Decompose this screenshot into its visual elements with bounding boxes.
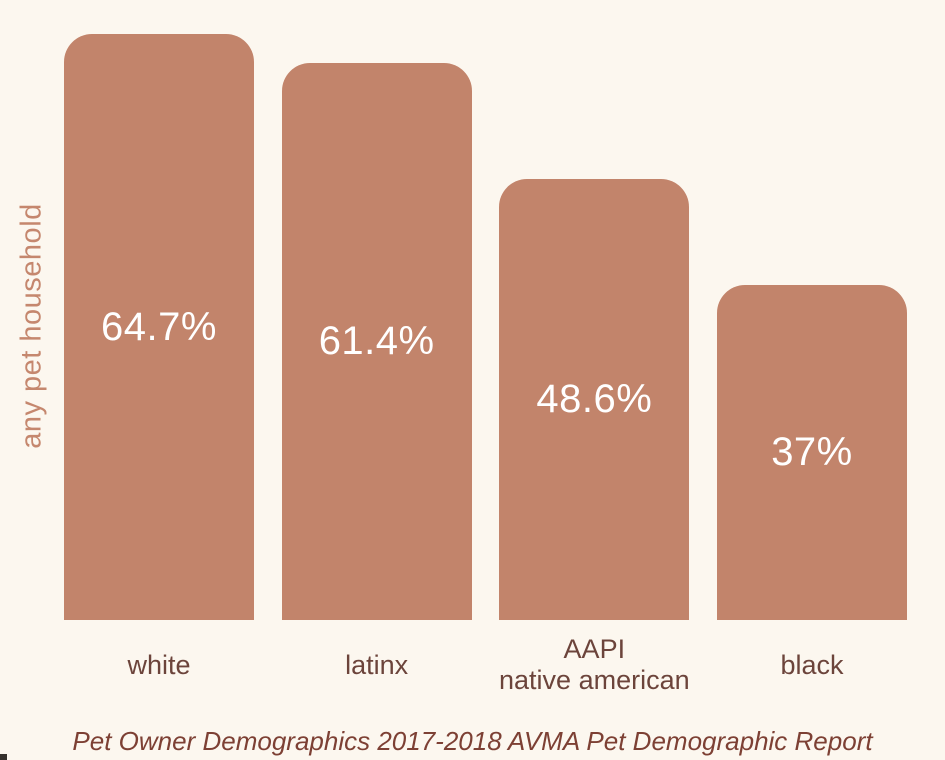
category-label-aapi-native-american: AAPI native american: [499, 633, 690, 697]
value-label-latinx: 61.4%: [318, 319, 435, 363]
category-label-line: black: [780, 649, 844, 680]
category-label-line: latinx: [345, 649, 409, 680]
y-axis-label: any pet household: [15, 203, 48, 449]
category-label-white: white: [64, 633, 254, 697]
category-label-black: black: [717, 633, 907, 697]
category-label-line: native american: [499, 665, 690, 695]
category-label-latinx: latinx: [282, 633, 472, 697]
bar-black: 37%: [716, 285, 907, 620]
bar-group: 64.7% 61.4% 48.6% 37%: [64, 0, 907, 620]
corner-artifact-mark: [0, 754, 7, 760]
bar-latinx: 61.4%: [281, 63, 472, 620]
value-label-black: 37%: [771, 430, 853, 474]
value-label-aapi-native-american: 48.6%: [536, 377, 653, 421]
category-label-line: AAPI: [563, 634, 626, 664]
bar-white: 64.7%: [64, 34, 254, 620]
value-label-white: 64.7%: [101, 304, 217, 349]
chart-caption: Pet Owner Demographics 2017-2018 AVMA Pe…: [72, 726, 873, 756]
x-axis-labels: white latinx AAPI native american black: [64, 633, 907, 697]
category-label-line: white: [127, 649, 191, 680]
bar-aapi-native-american: 48.6%: [499, 179, 690, 620]
